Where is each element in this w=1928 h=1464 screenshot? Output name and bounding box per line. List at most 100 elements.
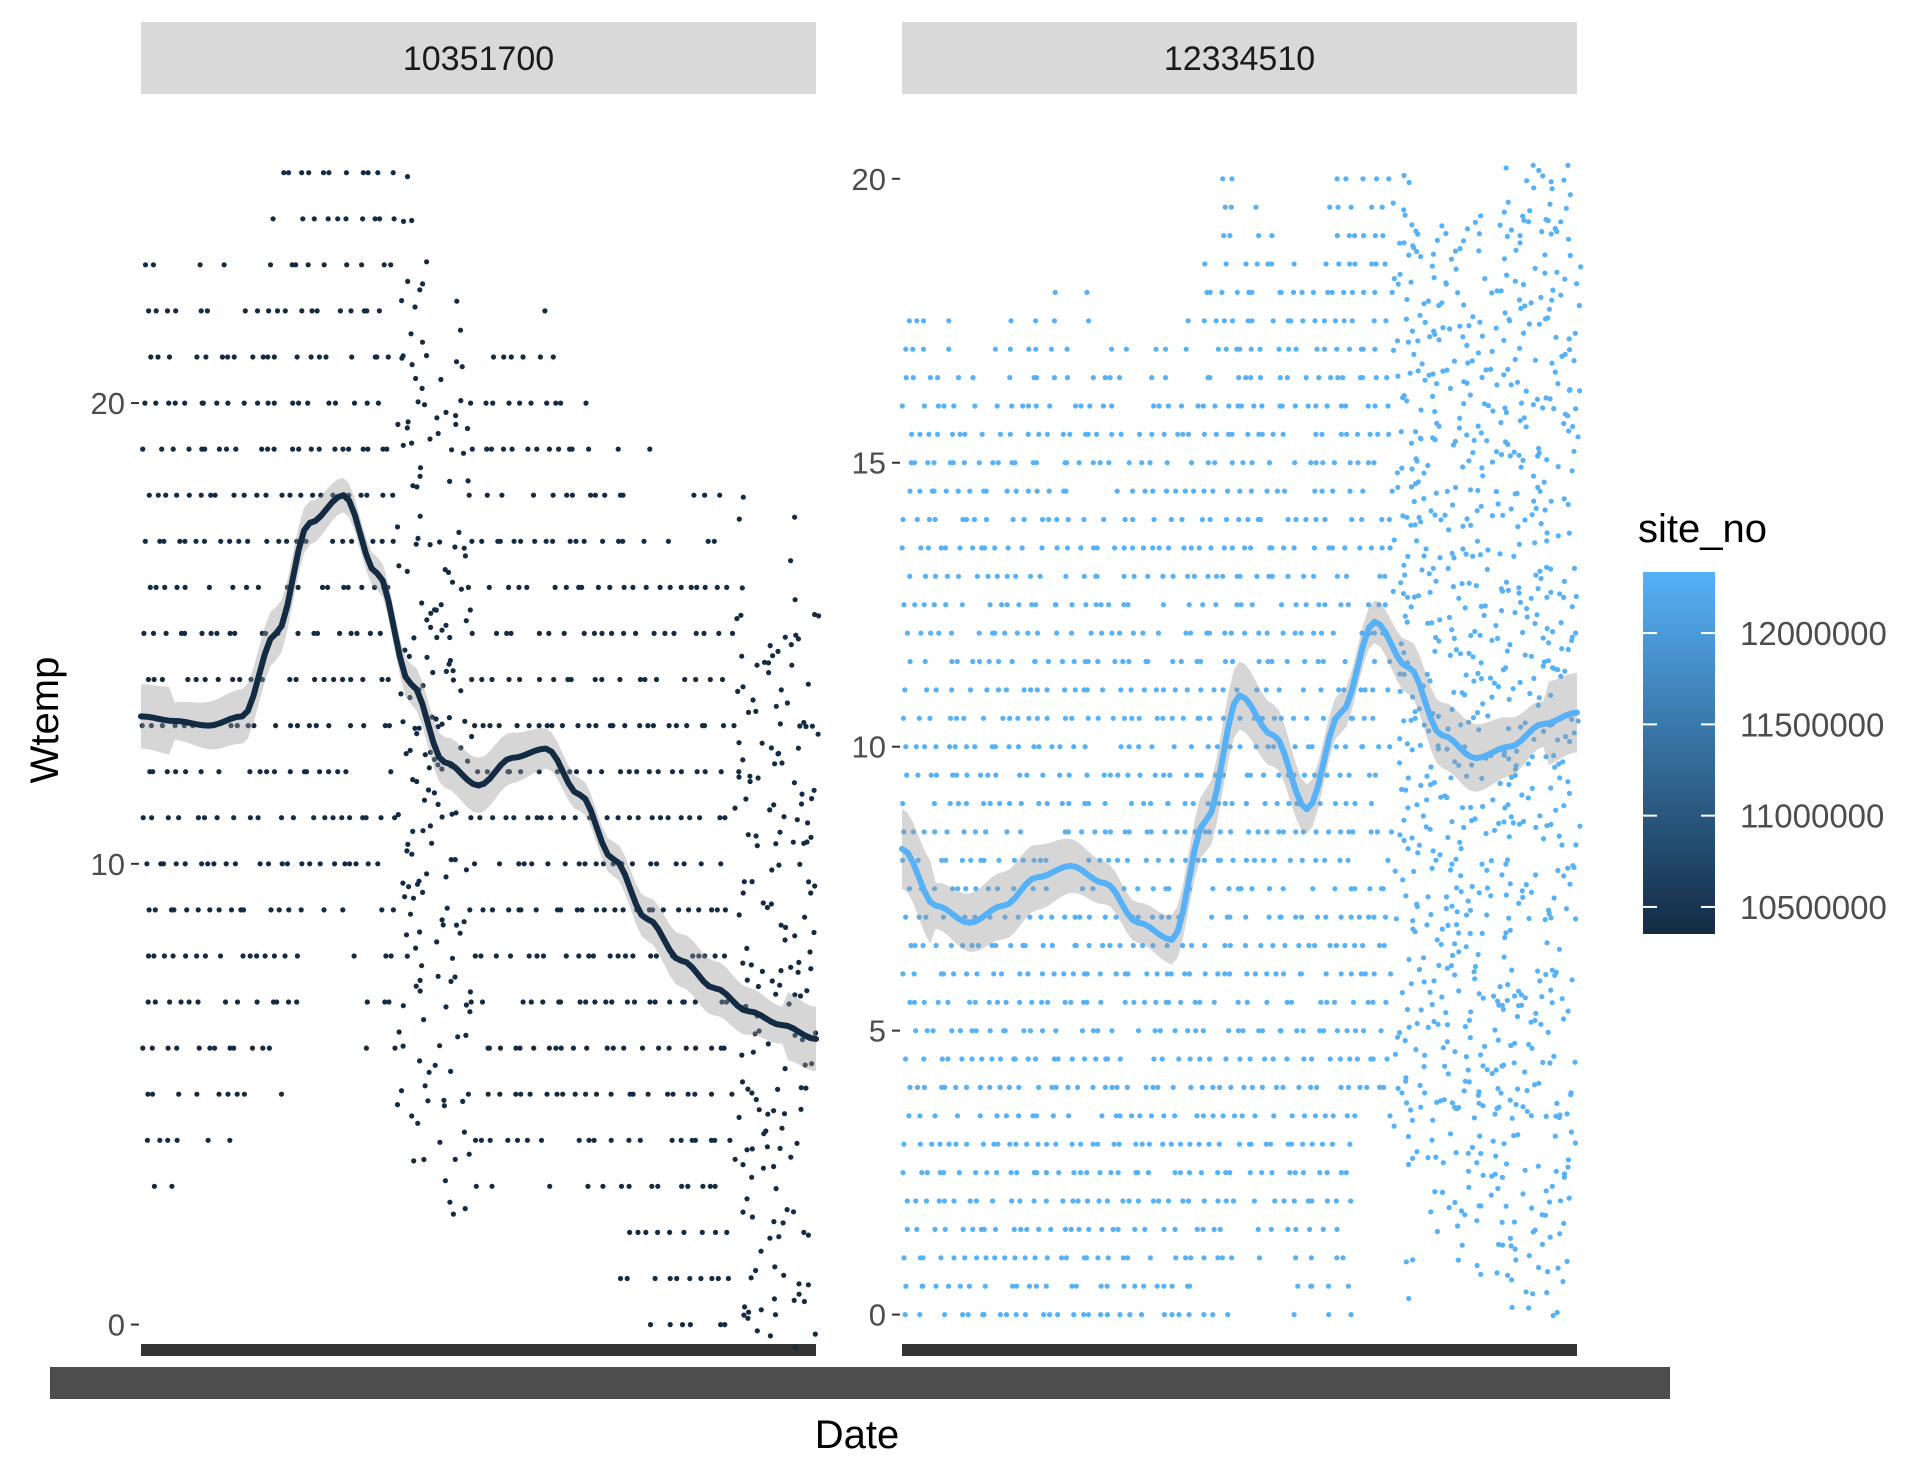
data-point (913, 744, 919, 750)
data-point (1031, 857, 1037, 863)
data-point (1528, 300, 1534, 306)
data-point (1430, 251, 1436, 257)
data-point (1025, 971, 1031, 977)
data-point (719, 676, 726, 683)
data-point (151, 953, 157, 959)
data-point (1165, 800, 1171, 807)
data-point (1565, 1164, 1571, 1170)
data-point (637, 723, 643, 729)
data-point (1240, 460, 1246, 466)
data-point (1293, 829, 1299, 835)
data-point (1190, 800, 1196, 807)
data-point (403, 751, 409, 757)
data-point (576, 953, 582, 959)
data-point (1468, 632, 1474, 639)
data-point (1018, 1226, 1024, 1232)
data-point (540, 953, 547, 959)
data-point (1409, 747, 1415, 753)
data-point (973, 1170, 979, 1176)
data-point (1382, 261, 1388, 267)
data-point (1453, 484, 1459, 491)
data-point (1421, 553, 1427, 559)
data-point (1217, 829, 1223, 835)
data-point (390, 907, 396, 913)
data-point (1099, 630, 1105, 636)
data-point (1150, 942, 1156, 949)
data-point (534, 446, 540, 452)
data-point (426, 765, 432, 771)
data-point (1200, 602, 1206, 608)
data-point (1523, 424, 1529, 430)
data-point (477, 815, 483, 821)
data-point (1272, 1198, 1278, 1204)
data-point (1287, 857, 1293, 863)
data-point (1225, 488, 1231, 494)
data-point (1200, 1028, 1206, 1034)
data-point (460, 1098, 466, 1104)
data-point (1397, 240, 1403, 246)
data-point (1338, 914, 1344, 920)
data-point (349, 354, 355, 360)
data-point (1406, 179, 1412, 186)
data-point (1470, 553, 1476, 559)
data-point (924, 1170, 930, 1176)
data-point (1547, 396, 1553, 402)
data-point (1572, 1059, 1578, 1065)
data-point (1414, 248, 1420, 255)
data-point (694, 769, 700, 775)
data-point (1449, 550, 1455, 557)
data-point (1035, 1141, 1041, 1147)
data-point (1467, 487, 1474, 493)
data-point (1479, 861, 1485, 867)
data-point (772, 1312, 779, 1318)
data-point (920, 1283, 926, 1289)
data-point (1389, 289, 1395, 295)
data-point (1542, 252, 1548, 258)
data-point (1482, 276, 1488, 282)
data-point (1223, 1198, 1229, 1204)
data-point (317, 861, 323, 867)
data-point (739, 585, 745, 591)
y-tick-label: 10 (91, 847, 125, 882)
data-point (398, 691, 404, 697)
data-point (913, 1198, 919, 1204)
data-point (1048, 1226, 1054, 1232)
data-point (503, 815, 509, 821)
data-point (1440, 1160, 1446, 1166)
data-point (1336, 687, 1342, 693)
data-point (1196, 545, 1202, 551)
data-point (1121, 1283, 1127, 1289)
data-point (410, 483, 416, 489)
data-point (1507, 1235, 1513, 1241)
data-point (1433, 857, 1439, 863)
data-point (1165, 403, 1171, 409)
data-point (1191, 573, 1197, 579)
data-point (804, 988, 810, 994)
data-point (1278, 914, 1284, 920)
data-point (1215, 1198, 1221, 1204)
data-point (149, 1045, 155, 1051)
data-point (1504, 233, 1510, 239)
data-point (1248, 545, 1254, 551)
data-point (405, 841, 411, 847)
data-point (1071, 744, 1077, 750)
data-point (1136, 715, 1142, 721)
data-point (1521, 415, 1527, 421)
data-point (1003, 999, 1009, 1005)
data-point (1034, 488, 1040, 494)
data-point (1478, 1150, 1484, 1157)
data-point (1221, 233, 1227, 239)
data-point (1170, 573, 1176, 579)
data-point (1352, 261, 1358, 267)
data-point (1122, 829, 1128, 835)
data-point (1139, 1141, 1145, 1147)
data-point (463, 1032, 469, 1038)
data-point (1303, 375, 1309, 381)
data-point (1426, 571, 1432, 577)
x-tick-band (141, 1344, 816, 1356)
data-point (1450, 502, 1456, 508)
data-point (227, 630, 233, 637)
data-point (904, 772, 910, 778)
data-point (772, 1264, 778, 1270)
data-point (1467, 907, 1474, 913)
